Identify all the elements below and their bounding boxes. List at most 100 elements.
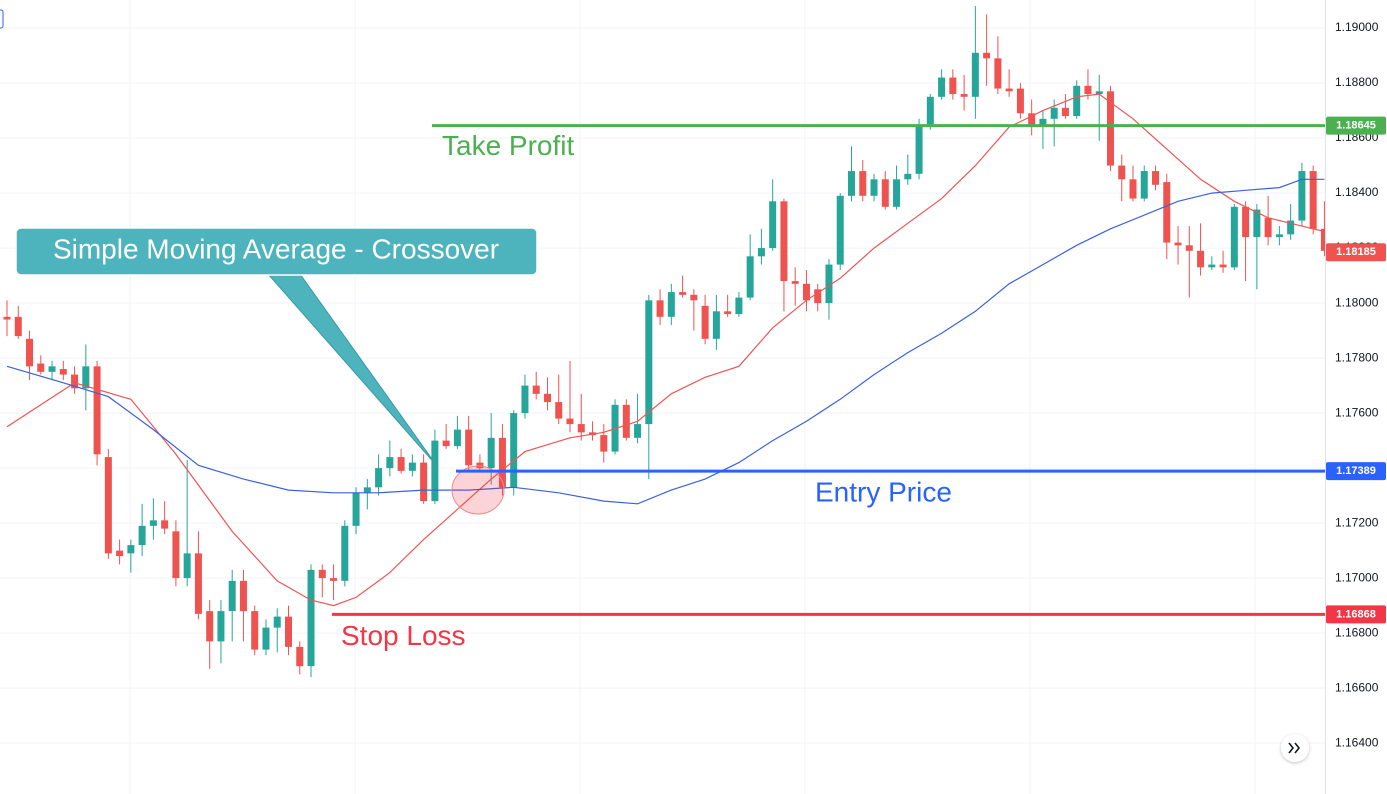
- candle-body: [1118, 165, 1126, 180]
- candle-body: [881, 179, 889, 207]
- candle-body: [543, 393, 551, 403]
- candle-body: [757, 248, 765, 257]
- scroll-button-circle[interactable]: [1281, 734, 1309, 762]
- y-tick-label: 1.17000: [1335, 570, 1379, 584]
- last-price-tag: [1326, 243, 1386, 262]
- candle-body: [420, 462, 428, 502]
- toolbar-edge[interactable]: [0, 9, 4, 29]
- candle-body: [14, 316, 22, 337]
- candle-body: [746, 256, 754, 298]
- level-label: Entry Price: [815, 477, 952, 508]
- candle-body: [724, 311, 732, 315]
- candle-body: [634, 424, 642, 438]
- candle-body: [577, 424, 585, 433]
- candle-body: [138, 525, 146, 546]
- y-tick-label: 1.17200: [1335, 515, 1379, 529]
- candle-body: [814, 289, 822, 304]
- candle-body: [690, 294, 698, 301]
- moving-average-line: [6, 178, 1325, 505]
- candle-body: [1061, 107, 1069, 117]
- candle-body: [645, 300, 653, 425]
- candle-body: [802, 283, 810, 301]
- grid: [0, 0, 1325, 794]
- y-tick-label: 1.16400: [1335, 735, 1379, 749]
- candle-body: [1163, 182, 1171, 243]
- candle-body: [949, 77, 957, 95]
- candle-body: [1050, 107, 1058, 119]
- candle-body: [431, 440, 439, 502]
- candle-body: [656, 300, 664, 317]
- candle-body: [296, 646, 304, 667]
- candle-body: [3, 316, 11, 320]
- level-label: Take Profit: [442, 130, 574, 161]
- candle-body: [375, 468, 383, 488]
- candle-body: [971, 52, 979, 97]
- candle-body: [397, 457, 405, 471]
- y-tick-label: 1.16600: [1335, 680, 1379, 694]
- candle-body: [194, 553, 202, 614]
- candle-body: [59, 369, 67, 375]
- candle-body: [442, 440, 450, 447]
- callout-text: Simple Moving Average - Crossover: [53, 233, 499, 264]
- candle-body: [1084, 85, 1092, 95]
- candle-body: [498, 437, 506, 488]
- candle-body: [938, 77, 946, 97]
- candle-body: [1230, 206, 1238, 268]
- last-price-label: 1.18185: [1336, 246, 1376, 258]
- candle-body: [1106, 91, 1114, 166]
- scroll-button[interactable]: [1281, 734, 1309, 762]
- candle-body: [679, 292, 687, 295]
- moving-average-line: [6, 93, 1325, 607]
- candle-body: [1219, 264, 1227, 268]
- candle-body: [926, 96, 934, 125]
- candle-body: [172, 531, 180, 579]
- y-tick-label: 1.18800: [1335, 75, 1379, 89]
- y-tick-label: 1.17800: [1335, 350, 1379, 364]
- candle-body: [1073, 85, 1081, 117]
- candle-body: [1095, 91, 1103, 95]
- candle-body: [600, 435, 608, 452]
- candle-body: [116, 550, 124, 557]
- candle-body: [1129, 179, 1137, 199]
- candle-body: [1185, 245, 1193, 251]
- candle-body: [848, 171, 855, 196]
- candle-body: [487, 437, 495, 469]
- candle-body: [26, 338, 34, 367]
- candle-body: [239, 580, 247, 612]
- candle-body: [1174, 242, 1182, 246]
- candle-body: [1253, 209, 1261, 238]
- overlay: Simple Moving Average - Crossover Take P…: [0, 9, 1325, 651]
- candle-body: [104, 457, 112, 554]
- candle-body: [1320, 228, 1325, 251]
- candle-body: [870, 179, 878, 196]
- callout-box: [15, 227, 538, 276]
- price-tag: [1326, 116, 1386, 135]
- candle-body: [769, 201, 777, 249]
- candle-body: [1298, 171, 1306, 221]
- candle-body: [1242, 206, 1250, 238]
- price-tag: [1326, 462, 1386, 481]
- candle-body: [1309, 171, 1317, 229]
- candle-body: [1028, 113, 1036, 128]
- candle-body: [1140, 171, 1148, 199]
- candle-body: [37, 363, 45, 372]
- candle-body: [262, 627, 270, 650]
- candle-body: [1016, 88, 1024, 114]
- candle-body: [183, 553, 191, 579]
- candle-body: [93, 366, 101, 455]
- candle-body: [555, 402, 563, 419]
- candle-body: [330, 578, 338, 581]
- candle-body: [983, 52, 991, 59]
- candle-body: [82, 366, 90, 389]
- candle-body: [408, 462, 416, 471]
- candle-body: [1197, 250, 1205, 268]
- candle-body: [780, 201, 788, 282]
- scroll-button-icon[interactable]: [1288, 742, 1301, 754]
- price-axis: 1.164001.166001.168001.170001.172001.174…: [1325, 0, 1387, 794]
- candle-body: [960, 94, 968, 97]
- candle-body: [1287, 220, 1295, 235]
- candle-body: [48, 366, 56, 372]
- candle-body: [791, 281, 799, 284]
- candle-body: [318, 569, 326, 579]
- candle-body: [341, 525, 349, 581]
